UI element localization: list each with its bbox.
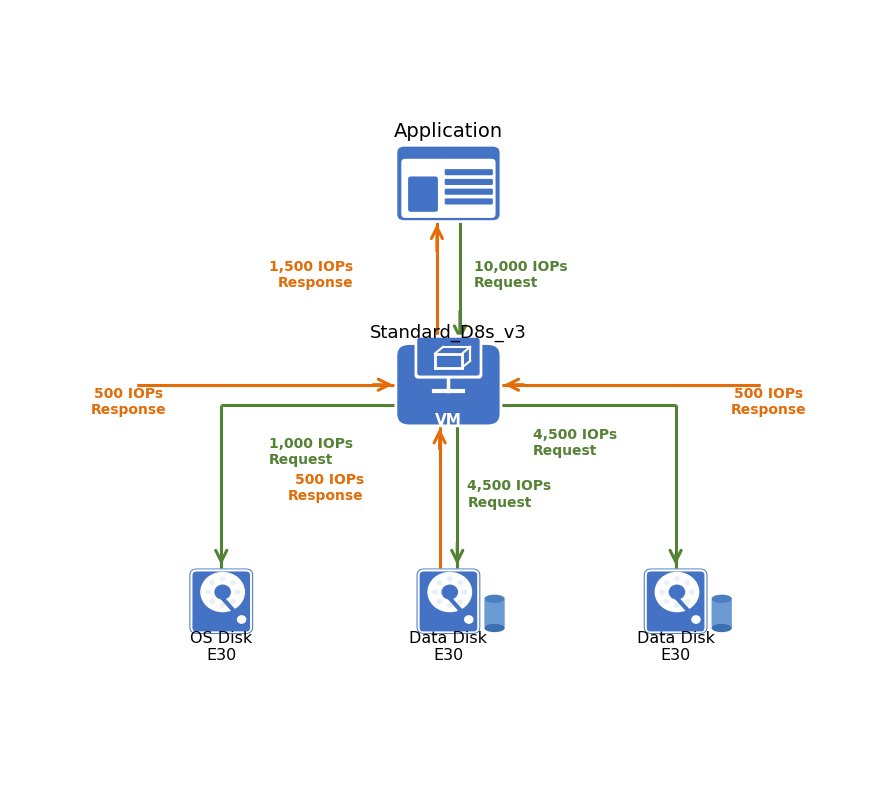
- Text: Standard_D8s_v3: Standard_D8s_v3: [370, 323, 527, 341]
- Circle shape: [669, 585, 684, 599]
- Circle shape: [458, 581, 462, 584]
- Circle shape: [690, 590, 694, 594]
- Circle shape: [433, 590, 438, 594]
- FancyBboxPatch shape: [418, 570, 479, 632]
- FancyBboxPatch shape: [485, 599, 505, 628]
- Ellipse shape: [485, 624, 505, 632]
- Circle shape: [231, 581, 235, 584]
- FancyBboxPatch shape: [417, 337, 480, 375]
- Text: 4,500 IOPs
Request: 4,500 IOPs Request: [533, 428, 618, 458]
- FancyBboxPatch shape: [444, 188, 493, 195]
- Circle shape: [660, 590, 664, 594]
- Circle shape: [655, 573, 698, 611]
- Text: 500 IOPs
Response: 500 IOPs Response: [288, 474, 364, 504]
- Circle shape: [448, 604, 452, 607]
- Text: 1,000 IOPs
Request: 1,000 IOPs Request: [269, 436, 353, 467]
- Text: VM: VM: [435, 413, 462, 428]
- Circle shape: [692, 616, 700, 623]
- FancyBboxPatch shape: [192, 570, 251, 632]
- Circle shape: [220, 604, 225, 607]
- Ellipse shape: [711, 595, 732, 603]
- Circle shape: [236, 615, 247, 624]
- FancyBboxPatch shape: [402, 147, 495, 156]
- FancyBboxPatch shape: [444, 179, 493, 185]
- Circle shape: [685, 600, 690, 604]
- Circle shape: [464, 615, 474, 624]
- Circle shape: [685, 581, 690, 584]
- Text: OS Disk
E30: OS Disk E30: [190, 630, 252, 663]
- FancyBboxPatch shape: [396, 344, 501, 426]
- Circle shape: [690, 615, 702, 624]
- FancyBboxPatch shape: [444, 199, 493, 204]
- FancyBboxPatch shape: [417, 569, 480, 634]
- Circle shape: [237, 616, 246, 623]
- Circle shape: [664, 600, 668, 604]
- Circle shape: [458, 600, 462, 604]
- Circle shape: [206, 590, 210, 594]
- Text: Application: Application: [394, 123, 503, 142]
- FancyBboxPatch shape: [644, 569, 707, 634]
- Circle shape: [235, 590, 240, 594]
- Circle shape: [664, 581, 668, 584]
- FancyBboxPatch shape: [444, 169, 493, 175]
- Circle shape: [438, 600, 441, 604]
- Circle shape: [442, 585, 458, 599]
- Circle shape: [210, 581, 214, 584]
- Circle shape: [675, 577, 679, 581]
- Text: 500 IOPs
Response: 500 IOPs Response: [90, 386, 166, 417]
- Ellipse shape: [711, 624, 732, 632]
- FancyBboxPatch shape: [648, 620, 704, 631]
- Circle shape: [220, 577, 225, 581]
- FancyBboxPatch shape: [420, 620, 477, 631]
- Text: 500 IOPs
Response: 500 IOPs Response: [731, 386, 807, 417]
- FancyBboxPatch shape: [646, 570, 705, 632]
- FancyBboxPatch shape: [415, 335, 482, 379]
- Circle shape: [215, 585, 230, 599]
- Text: 4,500 IOPs
Request: 4,500 IOPs Request: [467, 479, 551, 509]
- FancyBboxPatch shape: [408, 177, 438, 211]
- Text: Data Disk
E30: Data Disk E30: [637, 630, 715, 663]
- FancyBboxPatch shape: [190, 569, 253, 634]
- Circle shape: [428, 573, 472, 611]
- FancyBboxPatch shape: [192, 620, 249, 631]
- Circle shape: [465, 616, 472, 623]
- Circle shape: [448, 577, 452, 581]
- Ellipse shape: [485, 595, 505, 603]
- Circle shape: [438, 581, 441, 584]
- Circle shape: [463, 590, 466, 594]
- Text: 1,500 IOPs
Response: 1,500 IOPs Response: [270, 260, 354, 290]
- Text: Data Disk
E30: Data Disk E30: [410, 630, 487, 663]
- FancyBboxPatch shape: [396, 146, 501, 222]
- Circle shape: [675, 604, 679, 607]
- Circle shape: [231, 600, 235, 604]
- FancyBboxPatch shape: [711, 599, 732, 628]
- FancyBboxPatch shape: [402, 158, 495, 218]
- Circle shape: [210, 600, 214, 604]
- Circle shape: [201, 573, 244, 611]
- Text: 10,000 IOPs
Request: 10,000 IOPs Request: [474, 260, 568, 290]
